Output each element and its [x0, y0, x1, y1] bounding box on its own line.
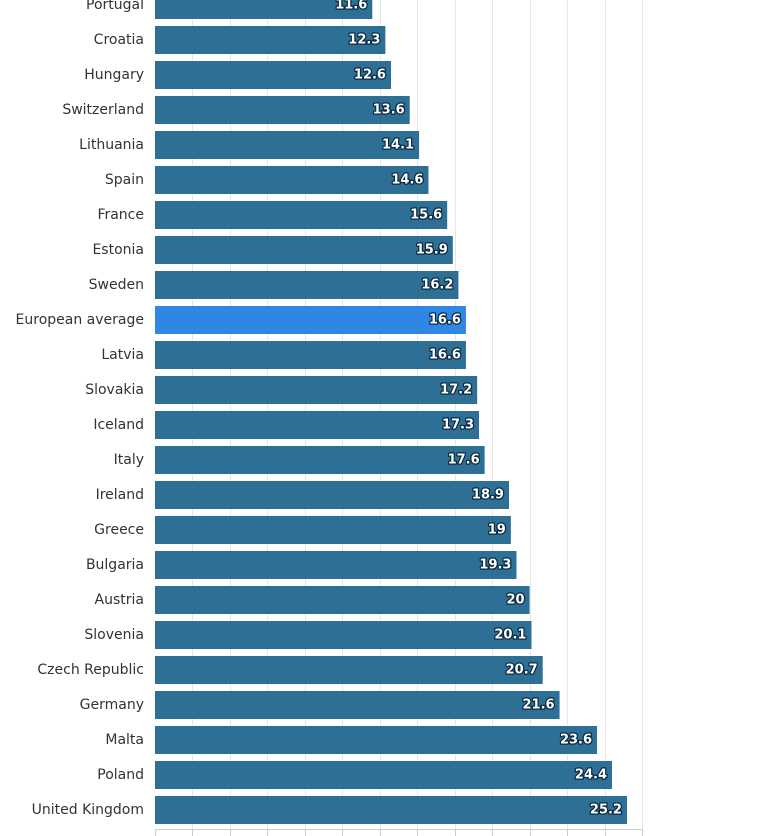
category-label: Spain [105, 172, 144, 188]
value-label: 16.6 [429, 348, 461, 363]
category-label: Estonia [92, 242, 144, 258]
bar [155, 656, 543, 684]
category-label: Hungary [84, 67, 144, 83]
bar [155, 341, 466, 369]
category-label: Sweden [89, 277, 144, 293]
bar [155, 691, 560, 719]
category-labels: Portugal Croatia Hungary Switzerland Lithuan… [16, 0, 144, 818]
value-label: 19.3 [479, 558, 511, 573]
value-label: 16.6 [429, 313, 461, 328]
bar [155, 481, 509, 509]
category-label: Croatia [94, 32, 144, 48]
category-label: Iceland [93, 417, 144, 433]
bar [155, 26, 386, 54]
category-label: Poland [97, 767, 144, 783]
category-label: Czech Republic [37, 662, 144, 678]
value-label: 16.2 [421, 278, 453, 293]
bar [155, 621, 532, 649]
bar [155, 446, 485, 474]
bars [155, 0, 627, 824]
value-label: 20 [507, 593, 525, 608]
value-labels: 11.6 12.3 12.6 13.6 14.1 14.6 15.6 15.9 16.2 16.6… [334, 0, 623, 819]
value-label: 11.6 [335, 0, 367, 13]
bar [155, 761, 613, 789]
category-label: France [97, 207, 144, 223]
bar [155, 96, 410, 124]
x-axis [155, 829, 643, 836]
value-label: 12.6 [354, 68, 386, 83]
value-label: 19 [488, 523, 506, 538]
value-label: 17.2 [440, 383, 472, 398]
category-label: Switzerland [62, 102, 144, 118]
category-label: United Kingdom [32, 802, 144, 818]
bar [155, 586, 530, 614]
value-label: 14.1 [382, 138, 414, 153]
category-label: Lithuania [79, 137, 144, 153]
bar [155, 726, 598, 754]
category-label: European average [16, 312, 144, 328]
bar [155, 551, 517, 579]
value-label: 25.2 [590, 803, 622, 818]
value-label: 18.9 [472, 488, 504, 503]
category-label: Ireland [96, 487, 144, 503]
value-label: 14.6 [391, 173, 423, 188]
bar [155, 201, 448, 229]
category-label: Greece [94, 522, 144, 538]
category-label: Bulgaria [86, 557, 144, 573]
bar [155, 796, 627, 824]
category-label: Italy [114, 452, 144, 468]
value-label: 20.7 [506, 663, 538, 678]
bar [155, 236, 453, 264]
category-label: Slovakia [85, 382, 144, 398]
bar-highlight [155, 306, 466, 334]
value-label: 24.4 [575, 768, 607, 783]
value-label: 12.3 [348, 33, 380, 48]
category-label: Germany [80, 697, 144, 713]
value-label: 17.6 [448, 453, 480, 468]
category-label: Malta [105, 732, 144, 748]
value-label: 21.6 [522, 698, 554, 713]
value-label: 13.6 [373, 103, 405, 118]
bar [155, 166, 429, 194]
category-label: Austria [95, 592, 144, 608]
value-label: 15.9 [416, 243, 448, 258]
category-label: Portugal [86, 0, 144, 13]
bar [155, 271, 459, 299]
bar [155, 411, 480, 439]
bar [155, 376, 478, 404]
bar [155, 61, 391, 89]
category-label: Latvia [101, 347, 144, 363]
value-label: 15.6 [410, 208, 442, 223]
bar [155, 131, 420, 159]
bar [155, 516, 511, 544]
category-label: Slovenia [84, 627, 144, 643]
bar [155, 0, 373, 19]
value-label: 20.1 [494, 628, 526, 643]
value-label: 17.3 [442, 418, 474, 433]
value-label: 23.6 [560, 733, 592, 748]
